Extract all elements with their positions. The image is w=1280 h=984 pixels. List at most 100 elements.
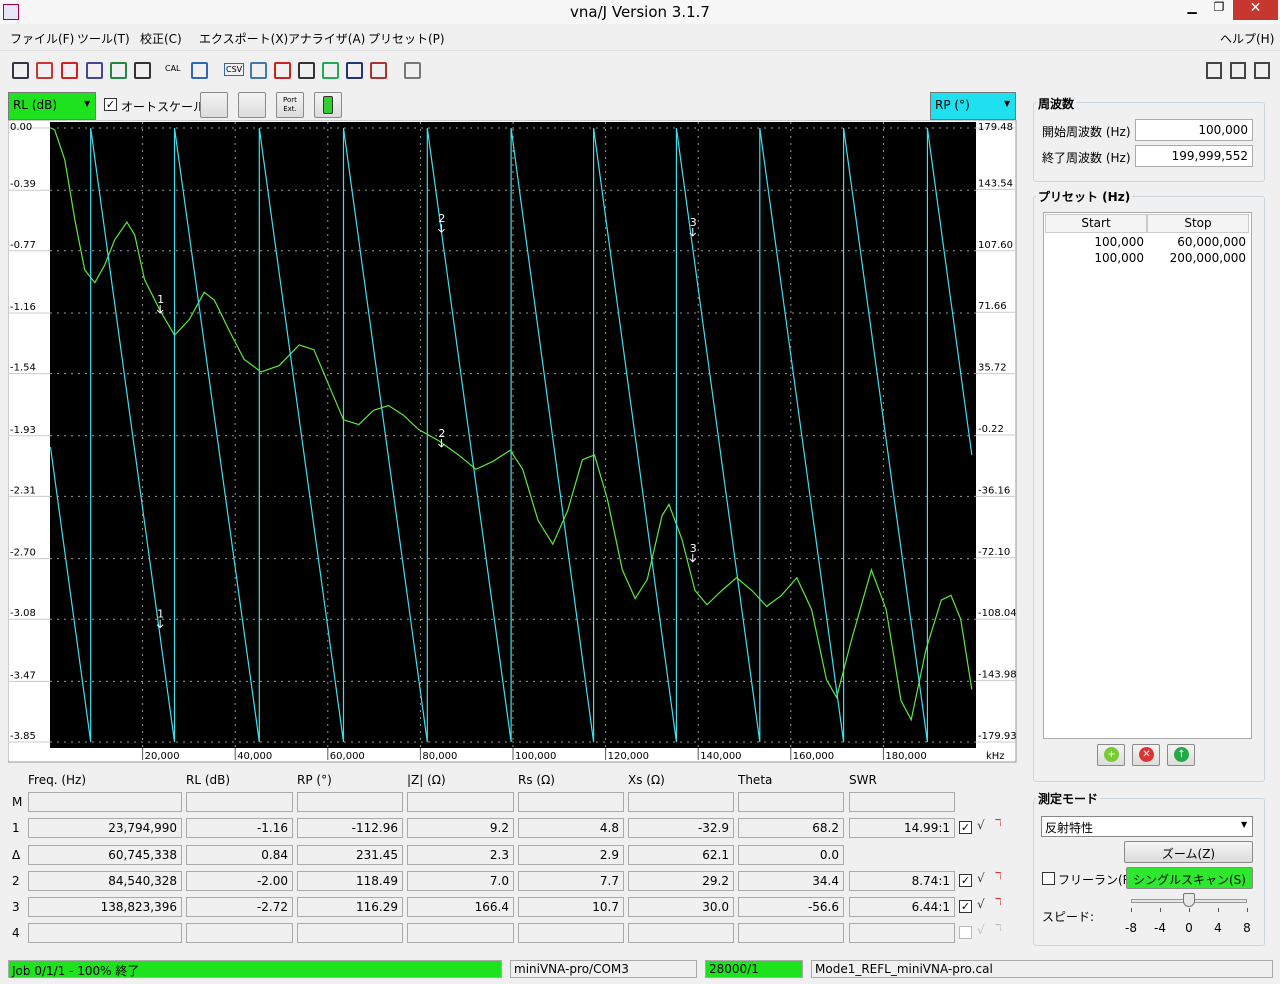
start-freq-input[interactable]: 100,000 <box>1135 119 1253 141</box>
y-tick-label: -3.47 <box>10 670 36 681</box>
menu-item[interactable]: ヘルプ(H) <box>1220 32 1275 46</box>
marker-icon[interactable]: √ <box>977 871 985 885</box>
marker-icon[interactable]: ℸ <box>995 818 1002 829</box>
toolbar-icon[interactable] <box>86 62 103 79</box>
freerun-checkbox[interactable] <box>1042 872 1055 885</box>
menu-item[interactable]: アナライザ(A) <box>288 32 366 46</box>
menu-item[interactable]: エクスポート(X) <box>199 32 289 46</box>
marker-cell: 30.0 <box>628 897 734 917</box>
y2-tick-label: 107.60 <box>978 240 1013 251</box>
marker-cell <box>738 792 844 812</box>
x-tick-label: 120,000 <box>608 751 649 762</box>
window-title: vna/J Version 3.1.7 <box>570 3 710 21</box>
marker-cell <box>849 792 955 812</box>
toolbar-icon[interactable]: CSV <box>224 63 245 76</box>
y2-tick-label: -179.93 <box>978 731 1017 742</box>
preset-button[interactable]: ✕ <box>1132 744 1160 766</box>
menu-item[interactable]: プリセット(P) <box>368 32 445 46</box>
preset-cell[interactable]: 200,000,000 <box>1169 251 1246 265</box>
marker-icon[interactable]: √ <box>977 818 985 832</box>
minimize-button[interactable]: ▁ <box>1187 0 1197 14</box>
preset-button[interactable]: ↑ <box>1167 744 1195 766</box>
y-tick-label: -1.93 <box>10 425 36 436</box>
toolbar-icon[interactable] <box>346 62 363 79</box>
mode-select[interactable]: 反射特性 <box>1041 816 1253 837</box>
marker-label: 2 <box>438 427 445 440</box>
marker-checkbox[interactable] <box>959 926 972 939</box>
toolbar-icon[interactable] <box>1230 62 1246 79</box>
toolbar-icon[interactable] <box>191 62 208 79</box>
preset-cell[interactable]: 100,000 <box>1094 251 1144 265</box>
row-label: 2 <box>12 874 20 888</box>
preset-cell[interactable]: 100,000 <box>1094 235 1144 249</box>
autoscale-label: オートスケール <box>121 100 206 114</box>
toolbar-icon[interactable] <box>322 62 339 79</box>
close-button[interactable]: ✕ <box>1233 0 1278 20</box>
toolbar-icon[interactable] <box>134 62 151 79</box>
column-header: Rs (Ω) <box>518 773 555 787</box>
marker-cell <box>28 923 182 943</box>
status-field: Mode1_REFL_miniVNA-pro.cal <box>811 960 1273 978</box>
marker-checkbox[interactable]: ✓ <box>959 821 972 834</box>
marker-cell: 60,745,338 <box>28 845 182 865</box>
autoscale-checkbox[interactable]: ✓ <box>104 98 117 111</box>
marker-label: 3 <box>690 542 697 555</box>
preset-cell[interactable]: 60,000,000 <box>1177 235 1246 249</box>
slider-tick <box>1160 908 1161 912</box>
toolbar-icon[interactable] <box>250 62 267 79</box>
zoom-button[interactable]: ズーム(Z) <box>1124 841 1253 863</box>
marker-cell: 2.3 <box>407 845 514 865</box>
x-tick-label: 20,000 <box>145 751 180 762</box>
menu-item[interactable]: 校正(C) <box>140 32 182 46</box>
toolbar-icon[interactable] <box>404 62 421 79</box>
slider-tick-label: 0 <box>1185 921 1193 935</box>
x-tick-label: 180,000 <box>885 751 926 762</box>
frequency-group <box>1033 102 1265 182</box>
preset-header: Start <box>1045 214 1147 233</box>
marker-label: 2 <box>438 212 445 225</box>
toolbar-icon[interactable] <box>370 62 387 79</box>
tool-button[interactable] <box>200 92 228 118</box>
marker-checkbox[interactable]: ✓ <box>959 900 972 913</box>
port-ext-button[interactable]: Port Ext. <box>276 92 304 118</box>
marker-cell: 9.2 <box>407 818 514 838</box>
toolbar-icon[interactable] <box>274 62 291 79</box>
toolbar-icon[interactable]: CAL <box>165 64 181 73</box>
slider-tick-label: -4 <box>1154 921 1166 935</box>
toolbar-icon[interactable] <box>61 62 78 79</box>
menu-item[interactable]: ツール(T) <box>77 32 130 46</box>
preset-button[interactable]: + <box>1097 744 1125 766</box>
toolbar-icon[interactable] <box>36 62 53 79</box>
marker-cell: 4.8 <box>518 818 624 838</box>
toolbar-icon[interactable] <box>1206 62 1222 79</box>
marker-cell: -112.96 <box>297 818 403 838</box>
single-scan-button[interactable]: シングルスキャン(S) <box>1126 867 1253 889</box>
marker-cell <box>628 792 734 812</box>
column-header: |Z| (Ω) <box>407 773 446 787</box>
toolbar-icon[interactable] <box>12 62 29 79</box>
left-trace-select[interactable]: RL (dB) <box>8 92 96 120</box>
stop-freq-input[interactable]: 199,999,552 <box>1135 145 1253 167</box>
marker <box>156 304 164 314</box>
toolbar-icon[interactable] <box>298 62 315 79</box>
restore-button[interactable]: ❐ <box>1213 0 1225 14</box>
marker-cell <box>297 923 403 943</box>
toolbar-icon[interactable] <box>110 62 127 79</box>
marker-icon[interactable]: √ <box>977 897 985 911</box>
marker-icon[interactable]: √ <box>977 923 985 937</box>
marker-icon[interactable]: ℸ <box>995 897 1002 908</box>
marker-label: 1 <box>157 293 164 306</box>
slider-thumb[interactable] <box>1183 893 1195 907</box>
marker-cell <box>849 923 955 943</box>
menu-item[interactable]: ファイル(F) <box>10 32 75 46</box>
right-trace-select[interactable]: RP (°) <box>930 92 1016 120</box>
marker-icon[interactable]: ℸ <box>995 871 1002 882</box>
marker-cell <box>186 923 293 943</box>
marker-cell: 138,823,396 <box>28 897 182 917</box>
tool-button[interactable] <box>238 92 266 118</box>
x-tick-label: 40,000 <box>237 751 272 762</box>
marker-checkbox[interactable]: ✓ <box>959 874 972 887</box>
toolbar-icon[interactable] <box>1254 62 1270 79</box>
marker-icon[interactable]: ℸ <box>995 923 1002 934</box>
row-label: Δ <box>12 848 21 862</box>
